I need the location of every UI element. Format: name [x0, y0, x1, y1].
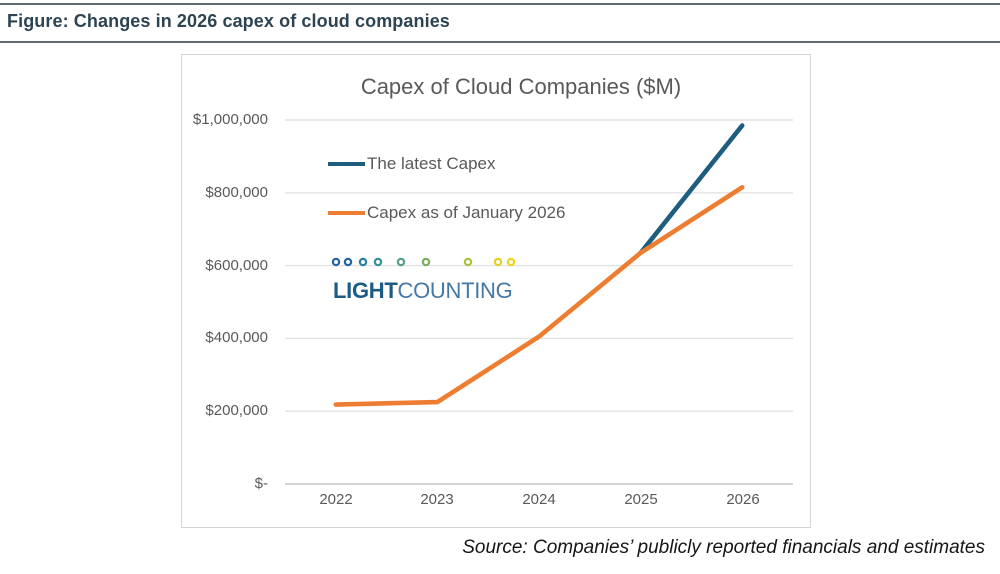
legend-entry-latest-capex: The latest Capex [328, 154, 496, 174]
legend-line-swatch-orange [328, 211, 365, 215]
x-axis-label-2026: 2026 [726, 491, 760, 508]
logo-text: LIGHTCOUNTING [333, 278, 512, 303]
source-note: Source: Companies’ publicly reported fin… [462, 537, 985, 558]
logo-dot-chain-icon [326, 257, 529, 267]
y-axis-label-zero: $- [254, 475, 268, 492]
series-line-capex-january-2026 [333, 185, 745, 407]
x-axis-label-2024: 2024 [522, 491, 556, 508]
chart-title: Capex of Cloud Companies ($M) [360, 74, 682, 99]
legend-line-swatch-blue [328, 162, 365, 166]
header-bottom-rule [0, 41, 1000, 43]
y-axis-label-400000: $400,000 [205, 329, 268, 346]
y-axis-label-600000: $600,000 [205, 257, 268, 274]
legend-entry-capex-january-2026: Capex as of January 2026 [328, 203, 565, 223]
plot-area [285, 119, 793, 485]
x-axis-label-2025: 2025 [624, 491, 658, 508]
x-axis-label-2023: 2023 [420, 491, 454, 508]
y-axis-label-1000000: $1,000,000 [192, 111, 268, 128]
y-axis-label-200000: $200,000 [205, 402, 268, 419]
legend-label: The latest Capex [367, 154, 496, 173]
lightcounting-logo: LIGHTCOUNTING [326, 257, 529, 303]
header-top-rule [0, 3, 1000, 5]
figure-title: Figure: Changes in 2026 capex of cloud c… [7, 11, 450, 31]
series-line-latest-capex [638, 123, 745, 256]
y-axis-label-800000: $800,000 [205, 184, 268, 201]
legend-label: Capex as of January 2026 [367, 203, 566, 222]
chart-frame: Capex of Cloud Companies ($M) $1,000,000… [181, 54, 811, 528]
x-axis-label-2022: 2022 [319, 491, 353, 508]
